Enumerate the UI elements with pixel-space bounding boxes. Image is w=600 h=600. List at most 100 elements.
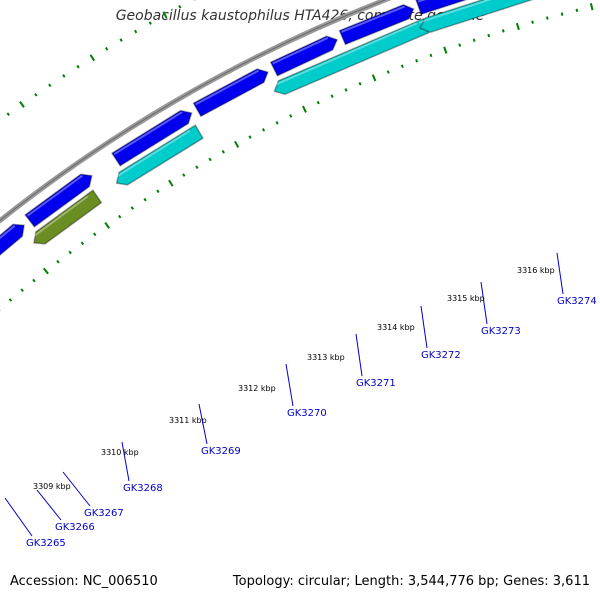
gene-label: GK3274	[557, 296, 597, 307]
inner-tick	[195, 165, 199, 170]
inner-tick	[248, 135, 252, 139]
scale-label: 3310 kbp	[101, 448, 139, 457]
inner-tick	[344, 88, 348, 92]
gene-label-leader	[121, 441, 130, 482]
forward-gene	[415, 0, 468, 16]
gene-label-leader	[355, 333, 363, 377]
accession-text: Accession: NC_006510	[10, 574, 158, 589]
outer-tick	[62, 74, 66, 78]
gene-label: GK3267	[84, 508, 124, 519]
scale-label: 3311 kbp	[169, 416, 207, 425]
gene-label: GK3269	[201, 446, 241, 457]
outer-tick	[134, 29, 138, 34]
scale-label: 3314 kbp	[377, 323, 415, 332]
tick-marks	[0, 0, 594, 311]
gene-features	[0, 0, 534, 256]
reverse-gene	[33, 189, 103, 245]
inner-tick	[316, 100, 320, 105]
gene-label: GK3273	[481, 326, 521, 337]
outer-tick	[6, 112, 10, 116]
scale-label: 3316 kbp	[517, 266, 555, 275]
reverse-gene	[115, 124, 204, 186]
inner-tick	[371, 74, 377, 82]
outer-tick	[89, 54, 95, 62]
outer-tick	[119, 38, 123, 42]
forward-gene-highlight	[272, 36, 329, 65]
forward-gene	[110, 109, 193, 167]
backbone-arc-inner	[0, 0, 388, 222]
gene-label-leader	[62, 471, 91, 507]
gene-label-leader	[556, 252, 564, 295]
outer-tick	[19, 100, 25, 108]
topology-summary: Topology: circular; Length: 3,544,776 bp…	[232, 574, 590, 589]
inner-tick	[531, 20, 534, 24]
gene-label: GK3265	[26, 538, 66, 549]
gene-label-leader	[285, 363, 294, 407]
reverse-gene-highlight	[31, 195, 89, 239]
inner-tick	[443, 46, 448, 54]
outer-tick	[162, 11, 168, 19]
scale-label: 3313 kbp	[307, 353, 345, 362]
outer-tick	[48, 83, 52, 88]
inner-tick	[358, 82, 362, 86]
reverse-gene	[273, 17, 430, 96]
gene-labels: GK3265 GK3266 GK3267 GK3268 GK3269 GK3270 GK32…	[4, 252, 597, 549]
forward-gene-highlight	[341, 5, 405, 33]
inner-tick	[501, 29, 505, 33]
inner-tick	[20, 288, 24, 293]
inner-tick	[234, 140, 240, 148]
inner-tick	[93, 232, 97, 237]
gene-label: GK3271	[356, 378, 396, 389]
scale-label: 3309 kbp	[33, 482, 71, 491]
forward-gene	[24, 173, 93, 228]
gene-label: GK3268	[123, 483, 163, 494]
inner-tick	[208, 157, 212, 162]
inner-tick	[589, 3, 594, 11]
scale-label: 3315 kbp	[447, 294, 485, 303]
inner-tick	[32, 278, 36, 283]
inner-tick	[118, 214, 122, 219]
reverse-gene	[418, 0, 534, 34]
inner-tick	[429, 53, 433, 58]
forward-gene-highlight	[0, 224, 16, 240]
forward-gene	[269, 35, 339, 77]
gene-label-leader	[36, 489, 62, 521]
inner-tick	[515, 22, 520, 31]
inner-tick	[168, 179, 174, 187]
reverse-gene-highlight	[114, 129, 191, 179]
outer-tick	[105, 47, 109, 51]
inner-tick	[400, 64, 404, 69]
scale-labels: 3309 kbp 3310 kbp 3311 kbp 3312 kbp 3313 kbp…	[33, 266, 555, 491]
outer-tick	[178, 4, 182, 9]
gene-label: GK3266	[55, 522, 95, 533]
inner-tick	[472, 38, 476, 42]
forward-gene	[338, 3, 415, 46]
inner-tick	[80, 241, 85, 246]
forward-gene	[0, 223, 25, 256]
inner-tick	[182, 173, 186, 177]
inner-tick	[8, 298, 13, 302]
gene-label: GK3272	[421, 350, 461, 361]
genome-backbone	[0, 0, 393, 224]
inner-tick	[143, 197, 147, 202]
inner-tick	[458, 43, 462, 47]
inner-tick	[415, 59, 419, 63]
forward-gene	[192, 68, 269, 118]
inner-tick	[386, 70, 390, 74]
outer-tick	[34, 92, 38, 97]
inner-tick	[104, 221, 111, 229]
inner-tick	[302, 105, 307, 113]
scale-label: 3312 kbp	[238, 384, 276, 393]
inner-tick	[330, 94, 334, 98]
outer-tick	[76, 64, 80, 69]
forward-gene-highlight	[113, 111, 183, 156]
inner-tick	[130, 206, 135, 210]
outer-tick	[148, 21, 152, 25]
inner-tick	[42, 267, 49, 275]
inner-tick	[560, 12, 564, 16]
forward-gene-highlight	[26, 174, 83, 217]
gene-label-leader	[480, 281, 488, 325]
inner-tick	[575, 8, 579, 13]
forward-gene-highlight	[195, 69, 259, 106]
gene-label-leader	[198, 403, 208, 445]
